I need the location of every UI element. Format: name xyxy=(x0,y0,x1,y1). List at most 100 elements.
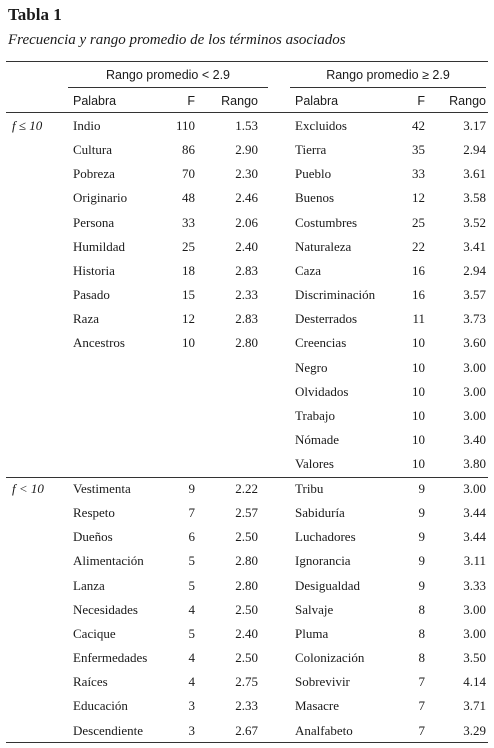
table-cell-freq: 22 xyxy=(412,238,425,254)
table-cell-freq: 11 xyxy=(412,311,425,327)
table-cell-word: Desterrados xyxy=(295,311,358,327)
table-cell-word: Valores xyxy=(295,456,334,472)
table-cell-rank: 3.00 xyxy=(463,625,486,641)
table-cell-rank: 3.33 xyxy=(463,577,486,593)
table-cell-freq: 10 xyxy=(412,335,425,351)
table-cell-word: Humildad xyxy=(73,238,125,254)
table-cell-rank: 2.94 xyxy=(463,262,486,278)
table-cell-freq: 4 xyxy=(188,601,196,617)
table-cell-word: Olvidados xyxy=(295,383,349,399)
table-cell-freq: 4 xyxy=(188,650,196,666)
table-cell-word: Desigualdad xyxy=(295,577,360,593)
table-cell-freq: 3 xyxy=(188,722,196,738)
table-cell-word: Historia xyxy=(73,262,115,278)
table-cell-word: Discriminación xyxy=(295,287,376,303)
table-cell-word: Ignorancia xyxy=(295,553,351,569)
table-cell-rank: 2.33 xyxy=(235,698,258,714)
table-cell-word: Raza xyxy=(73,311,99,327)
table-cell-word: Negro xyxy=(295,359,328,375)
table-title: Tabla 1 xyxy=(8,5,62,24)
table-cell-rank: 3.44 xyxy=(463,505,486,521)
table-cell-freq: 110 xyxy=(175,118,195,133)
table-cell-freq: 12 xyxy=(182,311,195,327)
bottom-rule xyxy=(6,742,488,743)
table-cell-word: Luchadores xyxy=(295,529,356,545)
table-cell-freq: 9 xyxy=(418,529,426,545)
table-cell-rank: 3.52 xyxy=(463,214,486,230)
col-header-word: Palabra xyxy=(73,94,117,108)
table-cell-word: Excluidos xyxy=(295,118,347,133)
table-cell-word: Enfermedades xyxy=(73,650,148,666)
table-cell-rank: 2.80 xyxy=(235,335,258,351)
table-cell-freq: 70 xyxy=(182,166,195,182)
table-cell-word: Ancestros xyxy=(73,335,125,351)
table-cell-rank: 3.60 xyxy=(463,335,486,351)
table-cell-rank: 2.33 xyxy=(235,287,258,303)
table-cell-word: Lanza xyxy=(73,577,105,593)
table-cell-rank: 2.80 xyxy=(235,553,258,569)
table-cell-word: Nómade xyxy=(295,431,340,447)
table-cell-freq: 5 xyxy=(188,625,196,641)
table-cell-word: Colonización xyxy=(295,650,365,666)
table-cell-freq: 8 xyxy=(418,625,426,641)
table-cell-rank: 3.29 xyxy=(463,722,486,738)
table-cell-rank: 2.67 xyxy=(235,722,258,738)
table-cell-freq: 7 xyxy=(418,698,426,714)
table-cell-rank: 3.00 xyxy=(463,407,486,423)
table-cell-word: Sobrevivir xyxy=(295,674,350,690)
table-cell-freq: 10 xyxy=(412,407,425,423)
table-cell-word: Educación xyxy=(73,698,128,714)
table-cell-word: Caza xyxy=(295,262,321,278)
table-cell-rank: 2.06 xyxy=(235,214,258,230)
top-rule xyxy=(6,61,488,62)
table-cell-freq: 4 xyxy=(188,674,196,690)
table-cell-word: Pobreza xyxy=(73,166,115,182)
table-cell-rank: 2.75 xyxy=(235,674,258,690)
table-cell-freq: 9 xyxy=(418,553,426,569)
table-cell-rank: 3.00 xyxy=(463,359,486,375)
table-cell-freq: 9 xyxy=(418,577,426,593)
table-cell-rank: 3.61 xyxy=(463,166,486,182)
table-cell-freq: 9 xyxy=(418,481,426,496)
table-cell-rank: 2.94 xyxy=(463,142,486,158)
table-cell-word: Necesidades xyxy=(73,601,138,617)
table-cell-rank: 2.40 xyxy=(235,238,258,254)
table-cell-rank: 2.30 xyxy=(235,166,258,182)
table-cell-freq: 15 xyxy=(182,287,195,303)
table-cell-rank: 2.83 xyxy=(235,262,258,278)
col-header-rank: Rango xyxy=(449,94,486,108)
table-cell-word: Originario xyxy=(73,190,128,206)
group-rule-low xyxy=(68,87,268,88)
table-cell-freq: 7 xyxy=(418,674,426,690)
table-cell-freq: 16 xyxy=(412,287,425,303)
table-cell-freq: 86 xyxy=(182,142,195,158)
table-cell-word: Analfabeto xyxy=(295,722,353,738)
table-cell-word: Indio xyxy=(73,118,101,133)
table-cell-word: Pluma xyxy=(295,625,329,641)
table-cell-freq: 10 xyxy=(182,335,195,351)
table-cell-freq: 5 xyxy=(188,553,196,569)
col-header-freq: F xyxy=(417,94,425,108)
table-cell-rank: 2.83 xyxy=(235,311,258,327)
table-cell-word: Cultura xyxy=(73,142,112,158)
col-header-freq: F xyxy=(187,94,195,108)
table-cell-freq: 6 xyxy=(188,529,196,545)
table-cell-rank: 3.11 xyxy=(463,553,486,569)
section-rule xyxy=(6,477,488,478)
table-cell-freq: 9 xyxy=(188,481,196,496)
table-cell-word: Descendiente xyxy=(73,722,144,738)
table-cell-rank: 2.46 xyxy=(235,190,258,206)
table-cell-freq: 25 xyxy=(412,214,425,230)
section-label: f ≤ 10 xyxy=(12,118,43,133)
table-cell-rank: 3.80 xyxy=(463,456,486,472)
table-cell-rank: 2.90 xyxy=(235,142,258,158)
table-cell-freq: 10 xyxy=(412,431,425,447)
table-cell-word: Pasado xyxy=(73,287,110,303)
header-rule xyxy=(6,112,488,113)
table-cell-freq: 10 xyxy=(412,456,425,472)
col-header-rank: Rango xyxy=(221,94,258,108)
table-cell-freq: 8 xyxy=(418,601,426,617)
table-cell-word: Dueños xyxy=(73,529,113,545)
table-cell-word: Persona xyxy=(73,214,115,230)
table-cell-freq: 35 xyxy=(412,142,425,158)
